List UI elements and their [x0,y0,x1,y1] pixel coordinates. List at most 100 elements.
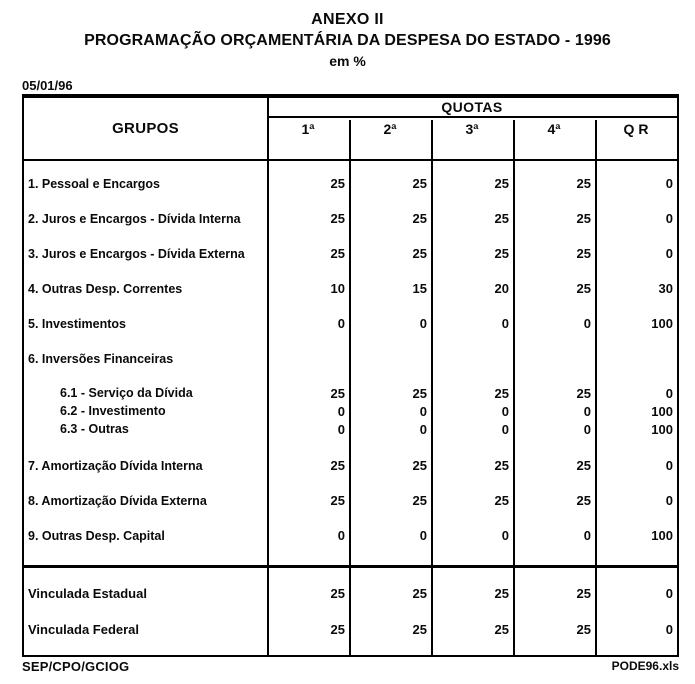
row-value: 25 [494,621,509,637]
document-footer: SEP/CPO/GCIOG PODE96.xls [22,659,679,674]
col-header-1a: 1ª [301,121,315,137]
row-value: 0 [665,385,673,401]
row-value: 25 [494,176,509,191]
row-label: 6. Inversões Financeiras [28,351,174,366]
row-value: 25 [412,621,427,637]
row-value: 0 [583,403,591,419]
col-header-3a: 3ª [465,121,479,137]
row-value: 25 [412,246,427,261]
table-row: 1. Pessoal e Encargos 25 25 25 25 0 [24,166,677,201]
table-row-subitem: 6.3 - Outras 0 0 0 0 100 [24,420,677,438]
quotas-header-cell: QUOTAS [267,98,677,118]
doc-date: 05/01/96 [22,78,73,93]
table-header: GRUPOS QUOTAS 1ª 2ª 3ª 4ª Q R [24,98,677,161]
row-value: 25 [330,246,345,261]
row-value: 0 [665,176,673,191]
row-value: 0 [337,403,345,419]
table-row: 2. Juros e Encargos - Dívida Interna 25 … [24,201,677,236]
column-divider [431,161,433,565]
footer-filename: PODE96.xls [611,659,679,673]
column-divider [267,98,269,159]
column-divider [595,568,597,655]
row-value: 25 [494,458,509,473]
row-value: 0 [419,528,427,543]
column-divider [513,568,515,655]
row-value: 25 [330,621,345,637]
table-body: 1. Pessoal e Encargos 25 25 25 25 0 2. J… [24,161,677,565]
row-value: 30 [658,281,673,296]
row-value: 25 [576,585,591,601]
row-value: 25 [330,493,345,508]
row-label: 4. Outras Desp. Correntes [28,281,183,296]
unit-label: em % [329,53,366,69]
summary-row: Vinculada Estadual 25 25 25 25 0 [24,575,677,611]
footer-org-label: SEP/CPO/GCIOG [22,659,130,674]
table-row: 5. Investimentos 0 0 0 0 100 [24,306,677,341]
row-label: 9. Outras Desp. Capital [28,528,165,543]
row-value: 15 [412,281,427,296]
row-value: 25 [576,385,591,401]
row-value: 25 [576,493,591,508]
row-value: 25 [330,211,345,226]
row-value: 0 [583,528,591,543]
row-value: 25 [494,493,509,508]
row-value: 0 [419,421,427,437]
row-value: 25 [576,211,591,226]
row-value: 25 [330,176,345,191]
row-value: 100 [651,403,673,419]
column-divider [431,568,433,655]
row-value: 100 [651,421,673,437]
table-row: 3. Juros e Encargos - Dívida Externa 25 … [24,236,677,271]
row-value: 25 [412,385,427,401]
row-value: 0 [501,421,509,437]
row-value: 20 [494,281,509,296]
row-value: 25 [576,246,591,261]
row-value: 25 [494,246,509,261]
column-divider [267,161,269,565]
row-value: 10 [330,281,345,296]
row-value: 0 [665,246,673,261]
row-value: 0 [337,421,345,437]
table-summary: Vinculada Estadual 25 25 25 25 0 Vincula… [24,565,677,655]
row-value: 0 [665,211,673,226]
row-value: 0 [665,458,673,473]
row-value: 25 [576,176,591,191]
row-value: 25 [494,211,509,226]
row-value: 25 [576,281,591,296]
col-header-2a: 2ª [383,121,397,137]
row-label: 6.2 - Investimento [60,404,166,418]
document-title-block: ANEXO II PROGRAMAÇÃO ORÇAMENTÁRIA DA DES… [0,0,695,69]
table-row-subitem: 6.1 - Serviço da Dívida 25 25 25 25 0 [24,384,677,402]
column-divider [349,568,351,655]
row-label: 1. Pessoal e Encargos [28,176,161,191]
table-row: 9. Outras Desp. Capital 0 0 0 0 100 [24,518,677,553]
row-value: 100 [651,528,673,543]
column-divider [431,120,433,159]
row-label: 2. Juros e Encargos - Dívida Interna [28,211,241,226]
column-divider [513,120,515,159]
table-row-subitem: 6.2 - Investimento 0 0 0 0 100 [24,402,677,420]
row-value: 0 [501,316,509,331]
doc-title: ANEXO II [311,11,384,28]
row-value: 0 [337,316,345,331]
column-divider [267,568,269,655]
column-divider [349,161,351,565]
row-value: 0 [337,528,345,543]
summary-row: Vinculada Federal 25 25 25 25 0 [24,611,677,647]
row-value: 0 [665,621,673,637]
row-value: 100 [651,316,673,331]
row-value: 25 [330,385,345,401]
row-value: 0 [501,528,509,543]
row-value: 0 [665,585,673,601]
row-value: 25 [494,385,509,401]
table-row: 6. Inversões Financeiras [24,341,677,376]
row-label: 8. Amortização Dívida Externa [28,493,207,508]
column-divider [595,120,597,159]
budget-table: GRUPOS QUOTAS 1ª 2ª 3ª 4ª Q R 1. Pessoal… [22,94,679,657]
row-value: 0 [419,403,427,419]
table-row: 7. Amortização Dívida Interna 25 25 25 2… [24,448,677,483]
row-value: 0 [501,403,509,419]
row-value: 25 [412,585,427,601]
column-divider [595,161,597,565]
